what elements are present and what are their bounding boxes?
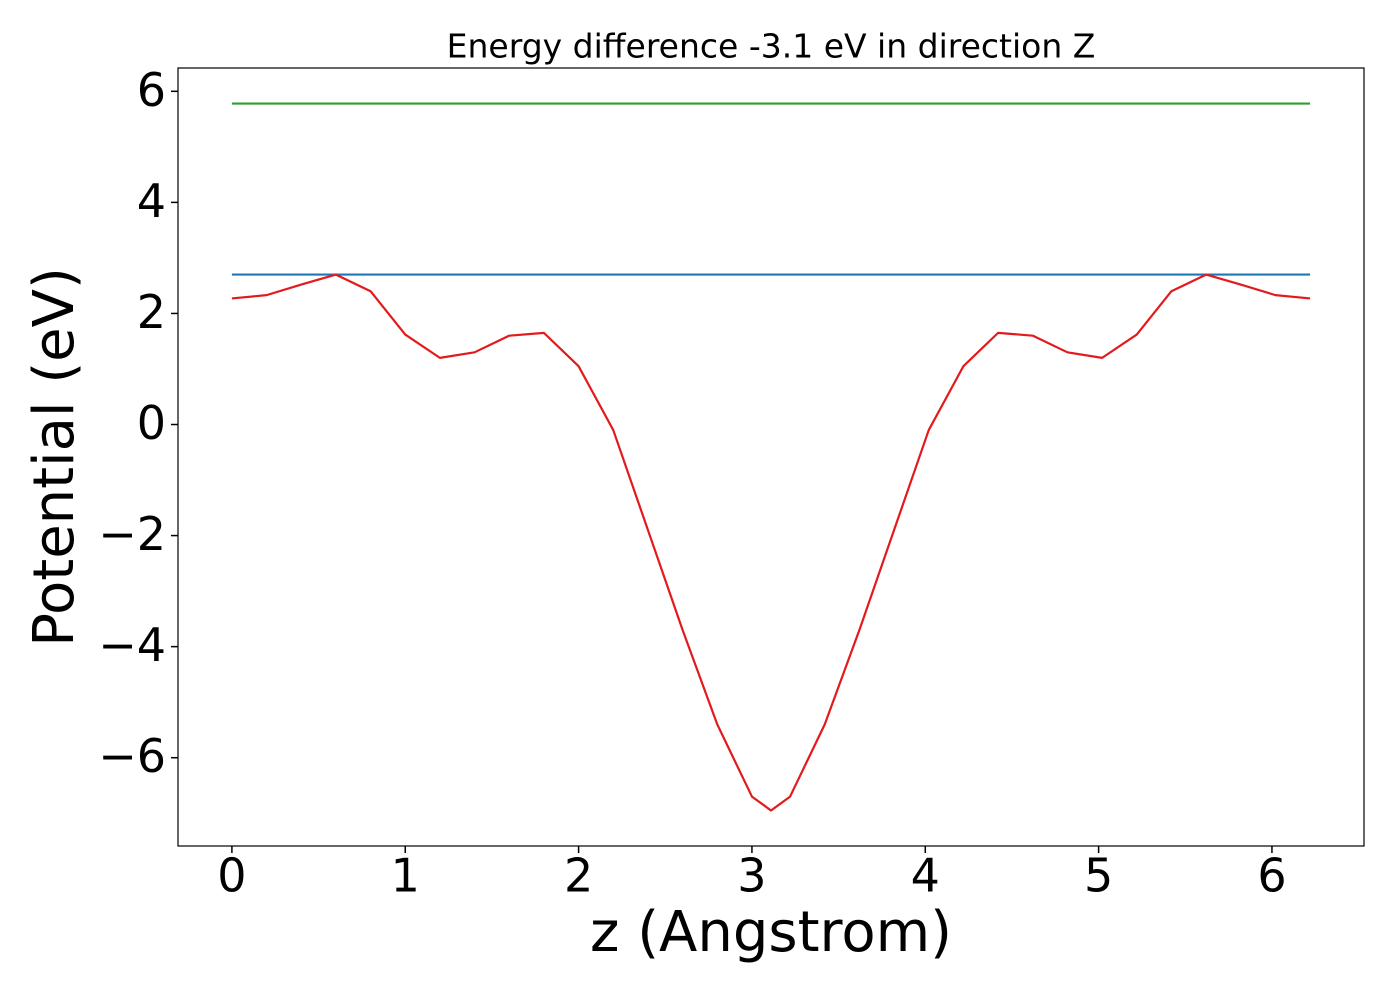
y-tick-label: 0 — [137, 396, 166, 450]
y-tick-label: −2 — [98, 507, 166, 561]
y-tick-label: −4 — [98, 618, 166, 672]
x-tick-label: 3 — [737, 849, 766, 903]
x-tick-label: 1 — [391, 849, 420, 903]
x-axis-label: z (Angstrom) — [590, 900, 952, 965]
x-tick-label: 2 — [564, 849, 593, 903]
y-axis-label: Potential (eV) — [22, 267, 87, 647]
y-tick-label: −6 — [98, 729, 166, 783]
chart-title: Energy difference -3.1 eV in direction Z — [447, 27, 1096, 66]
x-tick-label: 6 — [1257, 849, 1286, 903]
x-tick-label: 5 — [1084, 849, 1113, 903]
series-line — [231, 273, 1311, 812]
plot-frame — [177, 67, 1365, 847]
y-tick-label: 4 — [137, 174, 166, 228]
y-tick-label: 6 — [137, 63, 166, 117]
y-tick-label: 2 — [137, 285, 166, 339]
x-tick-label: 4 — [911, 849, 940, 903]
x-tick-label: 0 — [217, 849, 246, 903]
